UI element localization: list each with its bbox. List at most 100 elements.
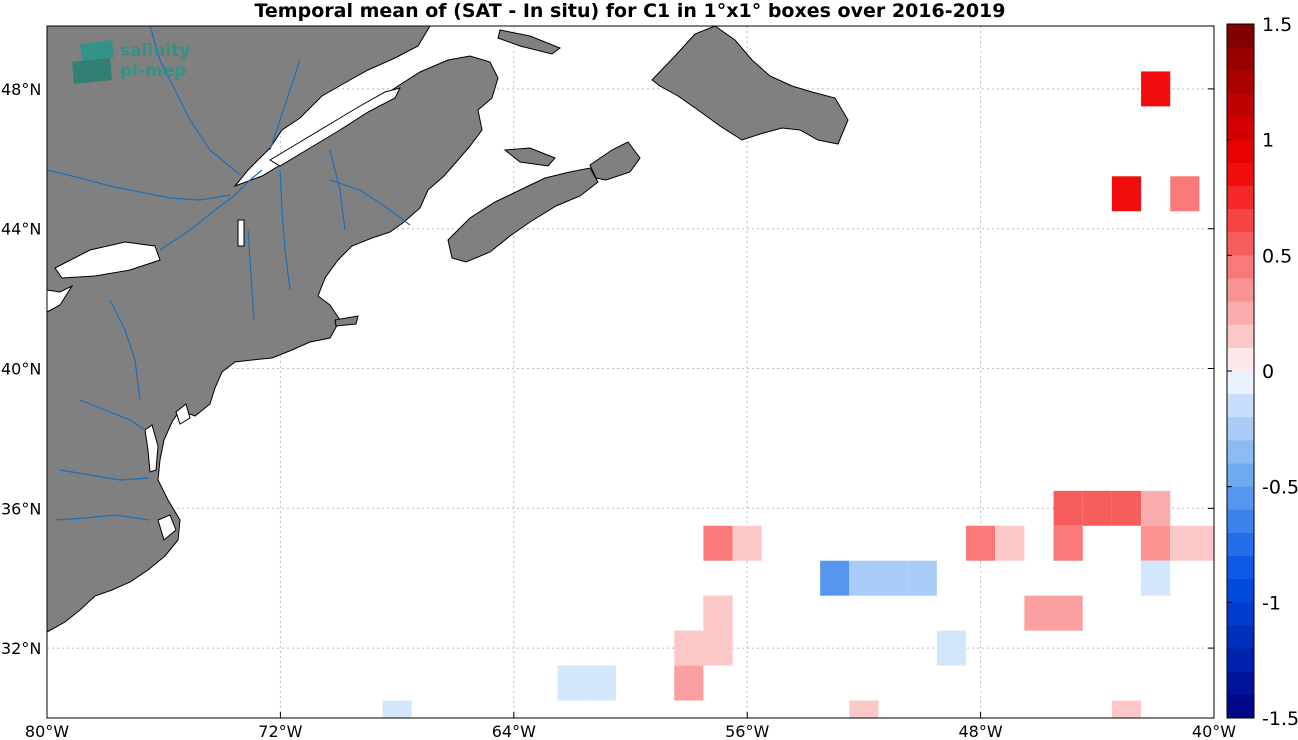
north-america-land bbox=[47, 26, 499, 633]
rivers bbox=[47, 26, 411, 521]
river-saint-john bbox=[329, 179, 411, 226]
colorbar-swatch bbox=[1227, 162, 1254, 187]
heatmap-cell bbox=[1053, 595, 1083, 631]
heatmap-cell bbox=[557, 665, 587, 701]
pamlico-sound bbox=[157, 514, 177, 541]
heatmap-cell bbox=[966, 525, 996, 561]
heatmap-cell bbox=[849, 560, 879, 596]
lake-ontario bbox=[54, 241, 161, 279]
colorbar-tick-label: -1 bbox=[1262, 592, 1281, 614]
river-north-2 bbox=[269, 59, 301, 151]
logo-line-1: salinity bbox=[120, 41, 190, 61]
colorbar-swatch bbox=[1227, 70, 1254, 94]
heatmap-cell bbox=[674, 630, 704, 666]
lat-tick-label: 36°N bbox=[1, 499, 41, 518]
colorbar-labels: 1.5 1 0.5 0 -0.5 -1 -1.5 bbox=[1227, 14, 1298, 730]
heatmap-cell bbox=[382, 700, 412, 718]
salinity-pimep-logo-icon bbox=[72, 40, 114, 84]
heatmap-cell bbox=[1053, 525, 1083, 561]
colorbar-swatch bbox=[1227, 116, 1254, 141]
lon-tick-label: 56°W bbox=[725, 722, 769, 740]
heatmap-cell bbox=[1170, 176, 1200, 212]
river-roanoke bbox=[54, 514, 151, 521]
heatmap-cell bbox=[1141, 560, 1171, 596]
chesapeake-bay bbox=[144, 424, 159, 473]
colorbar-swatch bbox=[1227, 579, 1254, 603]
heatmap-cell bbox=[732, 525, 762, 561]
colorbar-swatch bbox=[1227, 24, 1254, 48]
colorbar-swatch bbox=[1227, 371, 1254, 395]
colorbar bbox=[1227, 24, 1254, 719]
logo-line-2: pi-mep bbox=[120, 61, 186, 81]
river-potomac bbox=[79, 399, 146, 431]
heatmap-cell bbox=[586, 665, 616, 701]
colorbar-tick-label: -0.5 bbox=[1262, 477, 1298, 499]
colorbar-swatch bbox=[1227, 694, 1254, 719]
lat-tick-label: 44°N bbox=[1, 220, 41, 239]
colorbar-tick-label: 1.5 bbox=[1262, 14, 1292, 36]
heatmap-cell bbox=[703, 595, 733, 631]
delaware-bay bbox=[175, 403, 191, 425]
lat-tick-label: 48°N bbox=[1, 80, 41, 99]
lon-tick-label: 80°W bbox=[25, 722, 69, 740]
lake-erie bbox=[47, 284, 74, 313]
lake-champlain bbox=[237, 219, 245, 247]
colorbar-swatch bbox=[1227, 47, 1254, 71]
pei-land bbox=[503, 147, 556, 167]
colorbar-swatch bbox=[1227, 602, 1254, 626]
heatmap-cell bbox=[995, 525, 1025, 561]
saint-lawrence-estuary bbox=[269, 87, 401, 167]
colorbar-swatch bbox=[1227, 648, 1254, 673]
newfoundland-land bbox=[651, 26, 849, 145]
heatmap-cell bbox=[674, 665, 704, 701]
heatmap-cell bbox=[1024, 595, 1054, 631]
colorbar-swatch bbox=[1227, 486, 1254, 511]
lat-tick-label: 40°N bbox=[1, 360, 41, 379]
salinity-pimep-logo: salinity pi-mep bbox=[72, 40, 190, 84]
longitude-axis: 80°W 72°W 64°W 56°W 48°W 40°W bbox=[25, 712, 1236, 740]
heatmap-cell bbox=[1141, 71, 1171, 107]
heatmap-cell bbox=[703, 525, 733, 561]
colorbar-swatch bbox=[1227, 671, 1254, 696]
colorbar-tick-label: -1.5 bbox=[1262, 708, 1298, 730]
cape-breton-land bbox=[589, 141, 641, 181]
heatmap-cell bbox=[1111, 490, 1142, 526]
lakes bbox=[47, 87, 401, 541]
colorbar-swatch bbox=[1227, 532, 1254, 557]
lon-tick-label: 40°W bbox=[1192, 722, 1236, 740]
colorbar-swatch bbox=[1227, 255, 1254, 279]
colorbar-swatch bbox=[1227, 417, 1254, 441]
heatmap-cell bbox=[1053, 490, 1083, 526]
heatmap-cell bbox=[1199, 525, 1214, 561]
heatmap-cells bbox=[382, 71, 1214, 718]
heatmap-cell bbox=[936, 630, 967, 666]
lon-tick-label: 72°W bbox=[258, 722, 302, 740]
heatmap-cell bbox=[878, 560, 908, 596]
colorbar-tick-label: 0 bbox=[1262, 361, 1274, 383]
colorbar-swatch bbox=[1227, 139, 1254, 164]
lon-tick-label: 48°W bbox=[959, 722, 1003, 740]
colorbar-swatch bbox=[1227, 394, 1254, 418]
river-maine bbox=[329, 149, 346, 231]
colorbar-swatch bbox=[1227, 625, 1254, 650]
river-north-1 bbox=[149, 26, 241, 176]
heatmap-cell bbox=[1170, 525, 1200, 561]
heatmap-cell bbox=[1141, 490, 1171, 526]
colorbar-swatch bbox=[1227, 509, 1254, 534]
map-frame bbox=[46, 25, 1215, 719]
heatmap-cell bbox=[1111, 176, 1142, 212]
colorbar-swatch bbox=[1227, 232, 1254, 256]
colorbar-tick-label: 1 bbox=[1262, 130, 1274, 152]
nova-scotia-land bbox=[447, 167, 599, 263]
saint-lawrence-river bbox=[159, 169, 263, 251]
lon-tick-label: 64°W bbox=[492, 722, 536, 740]
heatmap-cell bbox=[1141, 525, 1171, 561]
colorbar-swatch bbox=[1227, 463, 1254, 488]
latitude-axis: 48°N 44°N 40°N 36°N 32°N bbox=[1, 80, 1214, 658]
colorbar-swatch bbox=[1227, 556, 1254, 580]
river-susquehanna bbox=[109, 299, 141, 401]
colorbar-swatch bbox=[1227, 278, 1254, 303]
river-james bbox=[59, 469, 149, 481]
colorbar-swatch bbox=[1227, 93, 1254, 118]
